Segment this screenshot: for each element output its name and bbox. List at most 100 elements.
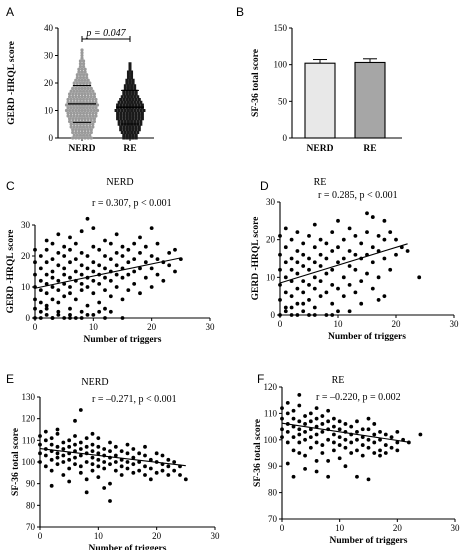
data-point-re: [128, 92, 132, 96]
data-point: [143, 260, 148, 265]
data-point-re: [125, 81, 129, 85]
data-point: [332, 440, 336, 445]
data-point: [61, 447, 66, 451]
data-point: [295, 260, 300, 265]
data-point: [38, 309, 43, 314]
data-point: [295, 313, 300, 317]
data-point-re: [139, 109, 143, 112]
data-point-re: [142, 109, 146, 112]
y-tick-label-b: 50: [278, 96, 288, 106]
data-point: [108, 462, 112, 467]
data-point: [383, 451, 388, 455]
data-point: [97, 282, 102, 286]
data-point: [372, 451, 377, 455]
data-point-nerd: [74, 136, 78, 140]
data-point-nerd: [78, 114, 83, 118]
data-point: [73, 297, 78, 302]
data-point: [278, 267, 282, 272]
x-axis-label-e: Number of triggers: [89, 544, 167, 550]
data-point-re: [119, 117, 123, 121]
data-point: [359, 241, 364, 246]
data-point-nerd: [77, 108, 81, 113]
data-point: [103, 306, 107, 311]
data-point-nerd: [95, 103, 100, 107]
data-point-re: [128, 103, 132, 107]
data-point-re: [134, 125, 138, 129]
data-point-re: [117, 120, 121, 123]
data-point: [295, 230, 300, 235]
data-point: [289, 305, 294, 310]
data-point: [85, 285, 90, 289]
data-point: [68, 235, 72, 240]
data-point: [341, 237, 346, 242]
data-point: [337, 419, 342, 424]
data-point: [283, 226, 288, 231]
data-point-nerd: [88, 122, 92, 126]
data-point-nerd: [75, 81, 79, 85]
data-point: [173, 269, 177, 274]
data-point-re: [136, 109, 140, 112]
data-point: [295, 249, 300, 253]
data-point: [79, 288, 84, 292]
data-point-nerd: [77, 95, 81, 99]
data-point: [332, 416, 336, 421]
data-point-nerd: [80, 95, 84, 99]
data-point-nerd: [94, 100, 98, 104]
data-point: [143, 444, 147, 449]
data-point: [341, 256, 346, 261]
data-point: [102, 486, 107, 490]
data-point: [301, 290, 306, 295]
x-tick-label-c: 20: [147, 322, 157, 332]
data-point: [91, 313, 96, 317]
data-point: [108, 449, 112, 454]
data-point: [378, 437, 382, 442]
data-point: [143, 244, 148, 249]
data-point-nerd: [80, 117, 84, 121]
data-point-nerd: [78, 97, 83, 102]
data-point-nerd: [71, 92, 75, 96]
data-point-re: [119, 98, 123, 101]
data-point: [79, 316, 84, 320]
data-point-nerd: [75, 133, 79, 137]
data-point-nerd: [92, 119, 96, 124]
data-point: [33, 297, 37, 302]
data-point: [120, 275, 125, 280]
y-tick-label-a: 40: [44, 23, 54, 33]
data-point: [394, 237, 398, 242]
data-point-re: [117, 122, 121, 126]
data-point: [297, 419, 302, 424]
data-point: [79, 251, 84, 255]
data-point: [280, 406, 284, 411]
data-point: [91, 269, 96, 274]
data-point: [132, 269, 137, 274]
data-point: [148, 477, 153, 482]
data-point: [336, 286, 340, 291]
data-point: [353, 267, 358, 272]
x-axis-label-c: Number of triggers: [84, 335, 162, 345]
data-point: [172, 468, 177, 473]
data-point-re: [137, 128, 141, 132]
data-point: [318, 294, 323, 299]
data-point: [68, 285, 72, 289]
data-point: [43, 453, 48, 458]
data-point-nerd: [81, 59, 86, 63]
data-point-re: [122, 114, 126, 118]
data-point-nerd: [89, 95, 93, 99]
data-point: [84, 460, 89, 464]
data-point-re: [131, 117, 135, 121]
panel-title-d: RE: [314, 177, 327, 188]
panel-label-f: F: [257, 372, 264, 386]
data-point-nerd: [81, 81, 86, 85]
data-point: [44, 272, 49, 277]
data-point: [126, 260, 131, 265]
data-point: [278, 282, 282, 287]
data-point: [73, 455, 77, 460]
data-point: [337, 443, 342, 447]
data-point: [73, 418, 77, 423]
panel-title-c: NERD: [106, 177, 133, 188]
data-point-nerd: [95, 108, 100, 113]
data-point-re: [119, 103, 123, 107]
data-point-re: [116, 114, 120, 118]
data-point-re: [125, 89, 129, 93]
panel-title-e: NERD: [81, 377, 108, 388]
